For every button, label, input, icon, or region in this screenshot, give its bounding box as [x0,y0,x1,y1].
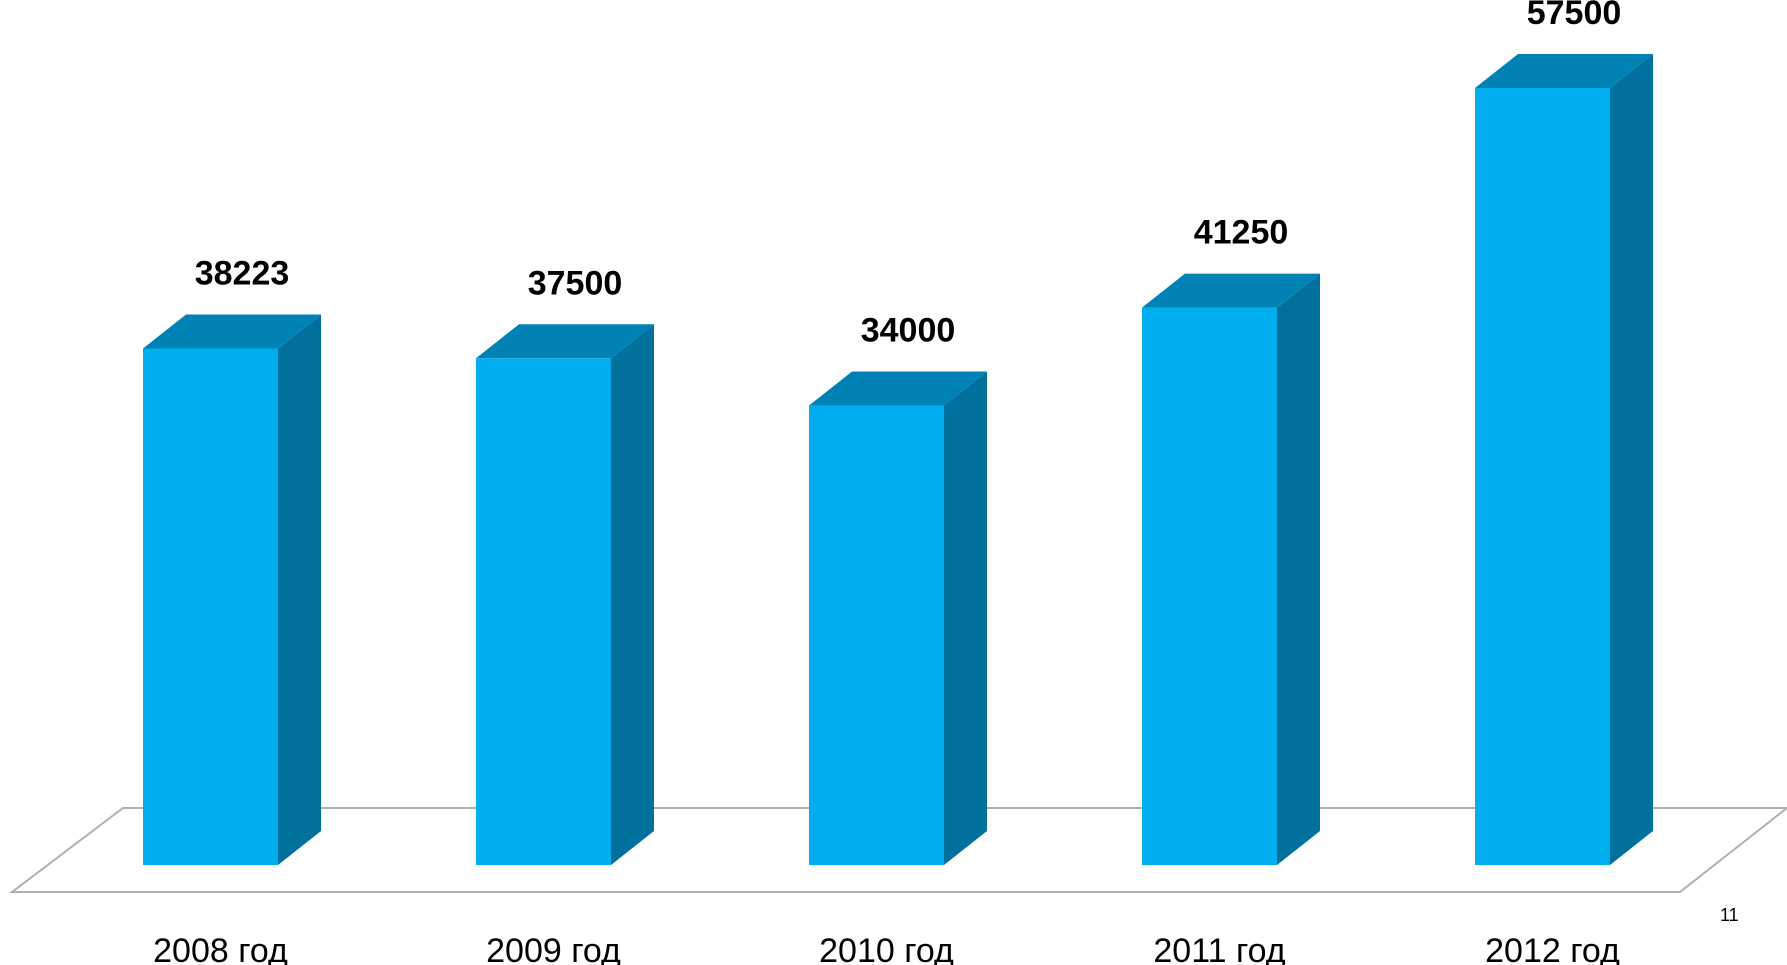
category-label-5: 2012 год [1485,932,1620,965]
category-label-2: 2009 год [486,932,621,965]
bar-top-face [143,314,321,349]
bar-side-face [611,324,654,865]
value-label-5: 57500 [1527,0,1622,32]
bar-4 [1142,273,1320,866]
bar-front-face [476,358,611,865]
bar-2 [476,324,654,865]
bar-side-face [1610,54,1653,865]
value-labels-layer: 38223 37500 34000 41250 57500 [195,0,1622,350]
bar-side-face [1277,273,1320,866]
bar-side-face [278,314,321,865]
category-labels-layer: 2008 год 2009 год 2010 год 2011 год 2012 год [153,932,1620,965]
bar-side-face [944,371,987,865]
bar-front-face [1475,88,1610,865]
category-label-4: 2011 год [1153,932,1285,965]
category-label-3: 2010 год [819,932,954,965]
bar-front-face [143,348,278,865]
bar-1 [143,314,321,865]
value-label-4: 41250 [1194,214,1289,252]
page-number: 11 [1720,905,1739,925]
bar-top-face [1475,54,1653,88]
bars-layer [143,54,1653,866]
value-label-1: 38223 [195,254,290,292]
bar-5 [1475,54,1653,865]
value-label-3: 34000 [861,312,956,350]
bar-front-face [809,405,944,865]
bar-3 [809,371,987,865]
bar-top-face [809,371,987,406]
bar-top-face [476,324,654,359]
bar-top-face [1142,273,1320,308]
bar-front-face [1142,307,1277,866]
value-label-2: 37500 [528,264,623,302]
category-label-1: 2008 год [153,932,288,965]
